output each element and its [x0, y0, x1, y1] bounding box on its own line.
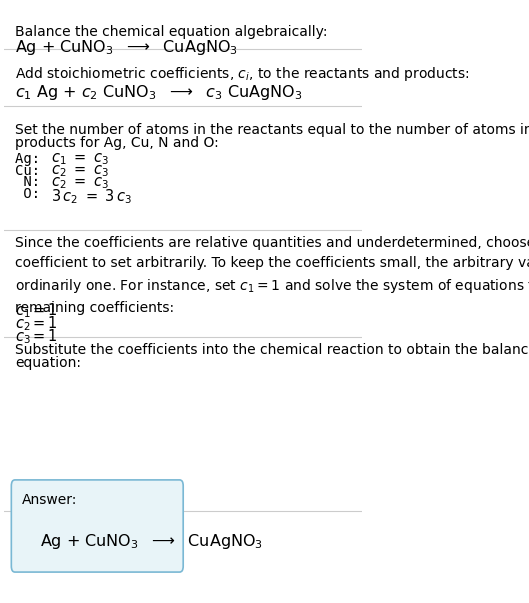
Text: Set the number of atoms in the reactants equal to the number of atoms in the: Set the number of atoms in the reactants… — [15, 123, 529, 137]
Text: Cu:: Cu: — [15, 163, 49, 177]
Text: products for Ag, Cu, N and O:: products for Ag, Cu, N and O: — [15, 136, 218, 150]
Text: equation:: equation: — [15, 356, 81, 370]
Text: $c_2 = 1$: $c_2 = 1$ — [15, 315, 58, 333]
Text: $c_2$ $=$ $c_3$: $c_2$ $=$ $c_3$ — [51, 175, 108, 191]
Text: Ag + CuNO$_3$  $\longrightarrow$  CuAgNO$_3$: Ag + CuNO$_3$ $\longrightarrow$ CuAgNO$_… — [15, 38, 238, 57]
Text: Add stoichiometric coefficients, $c_i$, to the reactants and products:: Add stoichiometric coefficients, $c_i$, … — [15, 65, 470, 83]
Text: $c_2$ $=$ $c_3$: $c_2$ $=$ $c_3$ — [51, 163, 108, 179]
FancyBboxPatch shape — [11, 480, 183, 572]
Text: $c_1 = 1$: $c_1 = 1$ — [15, 302, 58, 320]
Text: N:: N: — [15, 175, 49, 189]
Text: Balance the chemical equation algebraically:: Balance the chemical equation algebraica… — [15, 25, 327, 39]
Text: $c_1$ Ag + $c_2$ CuNO$_3$  $\longrightarrow$  $c_3$ CuAgNO$_3$: $c_1$ Ag + $c_2$ CuNO$_3$ $\longrightarr… — [15, 83, 303, 102]
Text: Substitute the coefficients into the chemical reaction to obtain the balanced: Substitute the coefficients into the che… — [15, 343, 529, 357]
Text: Ag + CuNO$_3$  $\longrightarrow$  CuAgNO$_3$: Ag + CuNO$_3$ $\longrightarrow$ CuAgNO$_… — [40, 532, 263, 551]
Text: $c_1$ $=$ $c_3$: $c_1$ $=$ $c_3$ — [51, 151, 108, 168]
Text: Since the coefficients are relative quantities and underdetermined, choose a
coe: Since the coefficients are relative quan… — [15, 236, 529, 315]
Text: Ag:: Ag: — [15, 151, 49, 166]
Text: $c_3 = 1$: $c_3 = 1$ — [15, 327, 58, 346]
Text: Answer:: Answer: — [22, 493, 77, 507]
Text: O:: O: — [15, 188, 49, 201]
Text: $3\,c_2$ $=$ $3\,c_3$: $3\,c_2$ $=$ $3\,c_3$ — [51, 188, 132, 206]
